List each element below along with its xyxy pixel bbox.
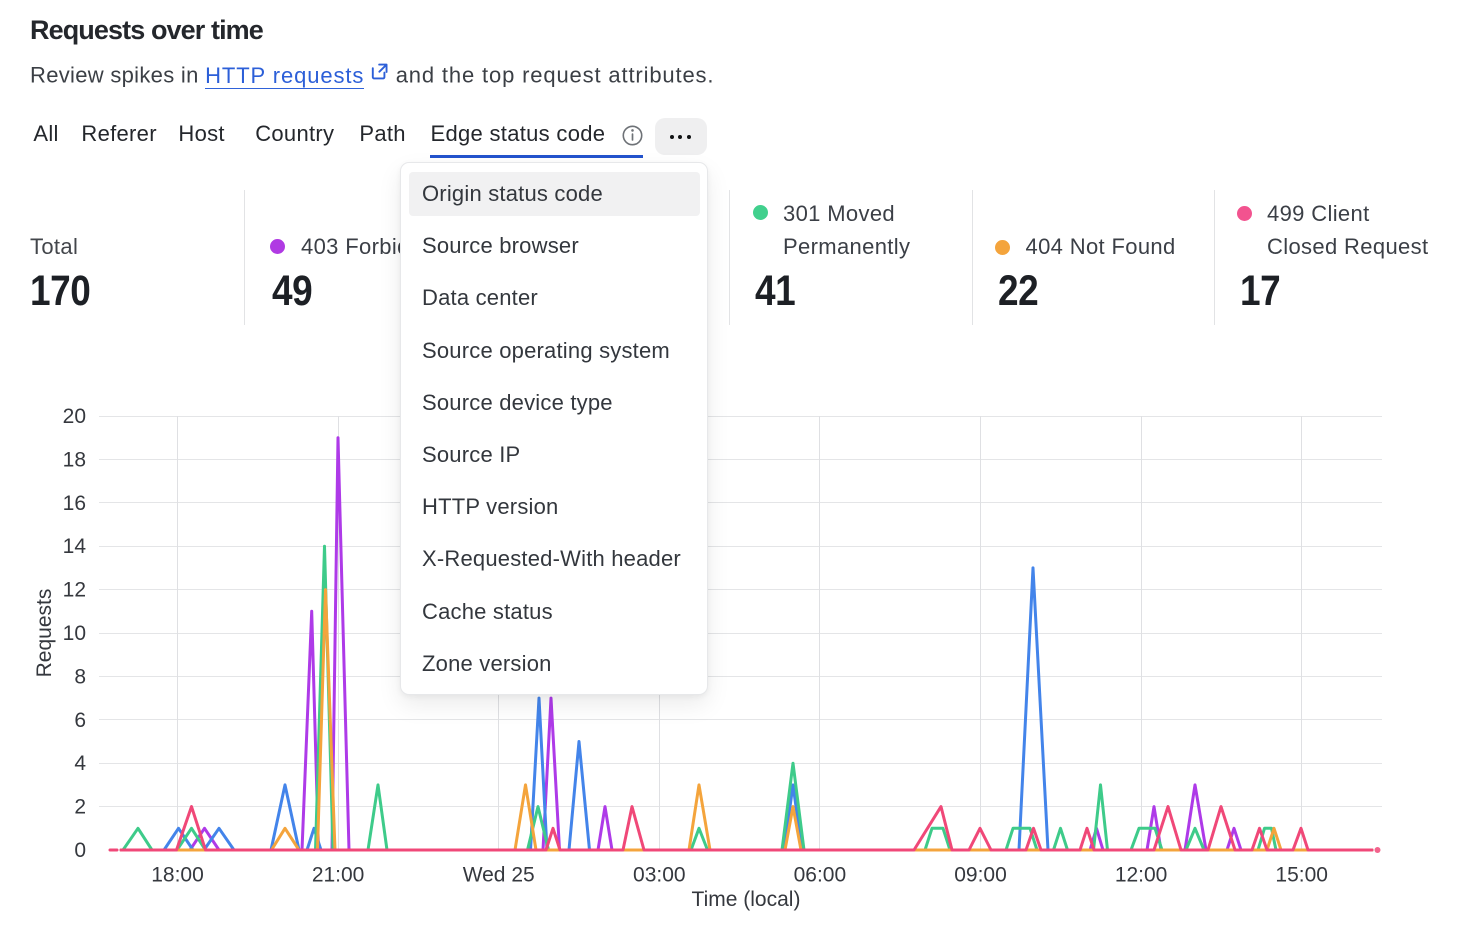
svg-text:20: 20 <box>63 405 86 428</box>
svg-text:18:00: 18:00 <box>151 864 204 887</box>
svg-text:2: 2 <box>74 796 86 819</box>
svg-text:06:00: 06:00 <box>794 864 847 887</box>
svg-text:8: 8 <box>74 665 86 688</box>
svg-text:14: 14 <box>63 535 87 558</box>
svg-text:Wed 25: Wed 25 <box>463 864 535 887</box>
svg-text:0: 0 <box>74 839 86 862</box>
svg-text:15:00: 15:00 <box>1275 864 1328 887</box>
svg-text:16: 16 <box>63 492 86 515</box>
svg-text:Requests: Requests <box>33 589 56 678</box>
svg-text:12:00: 12:00 <box>1115 864 1168 887</box>
svg-text:12: 12 <box>63 579 86 602</box>
svg-text:4: 4 <box>74 752 86 775</box>
svg-text:6: 6 <box>74 709 86 732</box>
svg-text:09:00: 09:00 <box>954 864 1007 887</box>
svg-text:03:00: 03:00 <box>633 864 686 887</box>
svg-text:Time (local): Time (local) <box>692 888 801 911</box>
svg-text:18: 18 <box>63 448 86 471</box>
svg-text:10: 10 <box>63 622 86 645</box>
svg-text:21:00: 21:00 <box>312 864 365 887</box>
